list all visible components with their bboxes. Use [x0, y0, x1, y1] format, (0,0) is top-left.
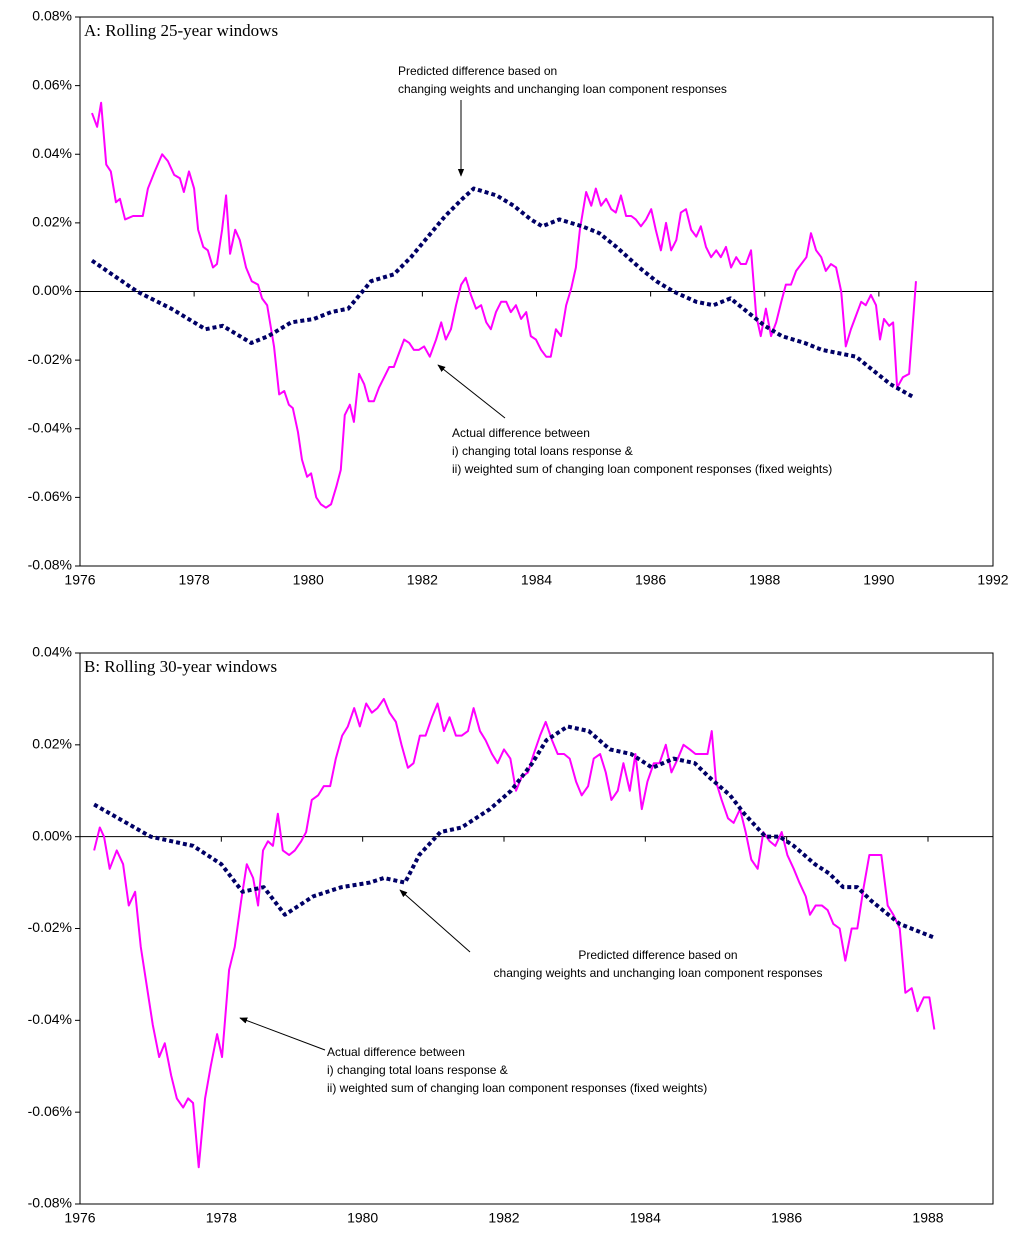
x-tick-label: 1986: [635, 572, 666, 588]
y-tick-label: -0.06%: [28, 1103, 72, 1119]
x-tick-label: 1990: [863, 572, 894, 588]
panel-title: A: Rolling 25-year windows: [84, 21, 278, 40]
x-tick-label: 1978: [206, 1210, 237, 1226]
x-tick-label: 1978: [179, 572, 210, 588]
y-tick-label: 0.04%: [32, 145, 72, 161]
y-tick-label: -0.04%: [28, 1011, 72, 1027]
y-tick-label: 0.00%: [32, 282, 72, 298]
y-tick-label: -0.08%: [28, 557, 72, 573]
annotation-arrow: [399, 889, 471, 953]
y-tick-label: -0.08%: [28, 1195, 72, 1211]
y-tick-label: 0.02%: [32, 214, 72, 230]
annotation: Predicted difference based on: [398, 64, 557, 78]
x-tick-label: 1988: [749, 572, 780, 588]
x-tick-label: 1982: [488, 1210, 519, 1226]
annotation: Predicted difference based on: [578, 948, 737, 962]
y-tick-label: -0.04%: [28, 419, 72, 435]
y-tick-label: -0.02%: [28, 919, 72, 935]
annotation-arrow: [239, 1017, 326, 1051]
y-tick-label: 0.08%: [32, 8, 72, 24]
y-tick-label: 0.06%: [32, 76, 72, 92]
x-tick-label: 1976: [64, 1210, 95, 1226]
annotation: changing weights and unchanging loan com…: [494, 966, 823, 980]
annotation-arrow: [437, 364, 506, 419]
x-tick-label: 1984: [521, 572, 552, 588]
y-tick-label: -0.02%: [28, 351, 72, 367]
annotation: i) changing total loans response &: [452, 444, 633, 458]
x-tick-label: 1982: [407, 572, 438, 588]
dotted-line: [90, 186, 916, 400]
annotation: changing weights and unchanging loan com…: [398, 82, 727, 96]
panel-title: B: Rolling 30-year windows: [84, 657, 277, 676]
x-tick-label: 1980: [293, 572, 324, 588]
annotation: i) changing total loans response &: [327, 1063, 508, 1077]
x-tick-label: 1976: [64, 572, 95, 588]
y-tick-label: 0.04%: [32, 644, 72, 660]
annotation: Actual difference between: [327, 1045, 465, 1059]
y-tick-label: 0.02%: [32, 736, 72, 752]
x-tick-label: 1984: [630, 1210, 661, 1226]
x-tick-label: 1992: [977, 572, 1008, 588]
annotation: ii) weighted sum of changing loan compon…: [452, 462, 832, 476]
y-tick-label: -0.06%: [28, 488, 72, 504]
line: [91, 101, 917, 509]
annotation: ii) weighted sum of changing loan compon…: [327, 1081, 707, 1095]
x-tick-label: 1980: [347, 1210, 378, 1226]
x-tick-label: 1988: [912, 1210, 943, 1226]
y-tick-label: 0.00%: [32, 827, 72, 843]
annotation: Actual difference between: [452, 426, 590, 440]
x-tick-label: 1986: [771, 1210, 802, 1226]
line: [93, 697, 936, 1169]
